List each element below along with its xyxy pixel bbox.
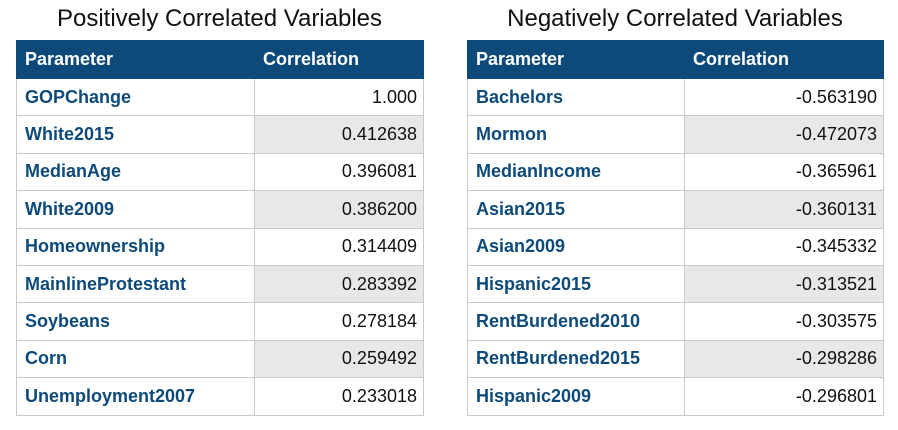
correlation-cell: -0.563190 xyxy=(684,77,884,117)
correlation-cell: -0.365961 xyxy=(684,152,884,192)
parameter-cell: White2015 xyxy=(16,115,255,154)
parameter-column-header: Parameter xyxy=(16,40,255,79)
table-row: Asian2015 -0.360131 xyxy=(467,190,884,229)
correlation-cell: -0.472073 xyxy=(684,115,884,154)
correlation-cell: 0.396081 xyxy=(254,152,424,192)
table-row: White2015 0.412638 xyxy=(16,115,424,154)
correlation-cell: -0.303575 xyxy=(684,302,884,341)
table-row: Corn 0.259492 xyxy=(16,339,424,379)
parameter-cell: Bachelors xyxy=(467,77,685,117)
parameter-cell: MedianIncome xyxy=(467,152,685,192)
parameter-cell: Homeownership xyxy=(16,227,255,266)
table-row: Bachelors -0.563190 xyxy=(467,77,884,117)
table-row: Hispanic2015 -0.313521 xyxy=(467,264,884,304)
correlation-cell: 0.233018 xyxy=(254,377,424,416)
correlation-cell: 1.000 xyxy=(254,77,424,117)
parameter-cell: RentBurdened2015 xyxy=(467,339,685,379)
correlation-cell: -0.313521 xyxy=(684,264,884,304)
table-row: RentBurdened2015 -0.298286 xyxy=(467,339,884,379)
correlation-cell: -0.298286 xyxy=(684,339,884,379)
parameter-cell: MainlineProtestant xyxy=(16,264,255,304)
table-row: Mormon -0.472073 xyxy=(467,115,884,154)
table-row: GOPChange 1.000 xyxy=(16,77,424,117)
correlation-column-header: Correlation xyxy=(684,40,884,79)
negative-correlation-panel: Negatively Correlated Variables Paramete… xyxy=(467,0,884,416)
correlation-cell: -0.345332 xyxy=(684,227,884,266)
parameter-cell: Corn xyxy=(16,339,255,379)
table-row: MainlineProtestant 0.283392 xyxy=(16,264,424,304)
table-row: Soybeans 0.278184 xyxy=(16,302,424,341)
parameter-cell: Hispanic2015 xyxy=(467,264,685,304)
parameter-cell: MedianAge xyxy=(16,152,255,192)
parameter-cell: White2009 xyxy=(16,190,255,229)
correlation-cell: -0.360131 xyxy=(684,190,884,229)
parameter-column-header: Parameter xyxy=(467,40,685,79)
table-row: Homeownership 0.314409 xyxy=(16,227,424,266)
table-row: Unemployment2007 0.233018 xyxy=(16,377,424,416)
correlation-cell: 0.386200 xyxy=(254,190,424,229)
negative-panel-title: Negatively Correlated Variables xyxy=(507,5,843,32)
positive-correlation-table: Parameter Correlation GOPChange 1.000 Wh… xyxy=(16,40,424,416)
parameter-cell: Hispanic2009 xyxy=(467,377,685,416)
parameter-cell: Soybeans xyxy=(16,302,255,341)
correlation-column-header: Correlation xyxy=(254,40,424,79)
parameter-cell: Asian2009 xyxy=(467,227,685,266)
table-row: MedianAge 0.396081 xyxy=(16,152,424,192)
parameter-cell: Mormon xyxy=(467,115,685,154)
correlation-cell: -0.296801 xyxy=(684,377,884,416)
correlation-cell: 0.259492 xyxy=(254,339,424,379)
table-header-row: Parameter Correlation xyxy=(467,40,884,79)
correlation-cell: 0.278184 xyxy=(254,302,424,341)
table-header-row: Parameter Correlation xyxy=(16,40,424,79)
parameter-cell: RentBurdened2010 xyxy=(467,302,685,341)
positive-panel-title: Positively Correlated Variables xyxy=(56,5,383,32)
correlation-cell: 0.283392 xyxy=(254,264,424,304)
correlation-cell: 0.412638 xyxy=(254,115,424,154)
parameter-cell: GOPChange xyxy=(16,77,255,117)
table-row: Asian2009 -0.345332 xyxy=(467,227,884,266)
table-row: MedianIncome -0.365961 xyxy=(467,152,884,192)
table-row: Hispanic2009 -0.296801 xyxy=(467,377,884,416)
positive-correlation-panel: Positively Correlated Variables Paramete… xyxy=(16,0,424,416)
negative-correlation-table: Parameter Correlation Bachelors -0.56319… xyxy=(467,40,884,416)
table-row: RentBurdened2010 -0.303575 xyxy=(467,302,884,341)
correlation-cell: 0.314409 xyxy=(254,227,424,266)
parameter-cell: Unemployment2007 xyxy=(16,377,255,416)
parameter-cell: Asian2015 xyxy=(467,190,685,229)
table-row: White2009 0.386200 xyxy=(16,190,424,229)
